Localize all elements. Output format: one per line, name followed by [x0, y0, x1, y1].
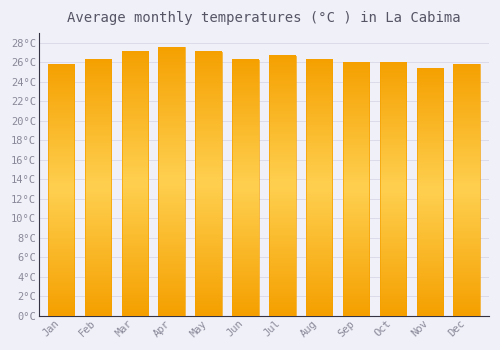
Bar	[196, 52, 222, 316]
Bar	[416, 68, 443, 316]
Bar	[84, 60, 111, 316]
Bar	[454, 64, 480, 316]
Bar	[48, 64, 74, 316]
Bar	[380, 62, 406, 316]
Bar	[269, 56, 295, 316]
Bar	[122, 52, 148, 316]
Bar	[343, 62, 369, 316]
Bar	[158, 47, 185, 316]
Bar	[306, 60, 332, 316]
Bar	[232, 60, 258, 316]
Title: Average monthly temperatures (°C ) in La Cabima: Average monthly temperatures (°C ) in La…	[67, 11, 460, 25]
